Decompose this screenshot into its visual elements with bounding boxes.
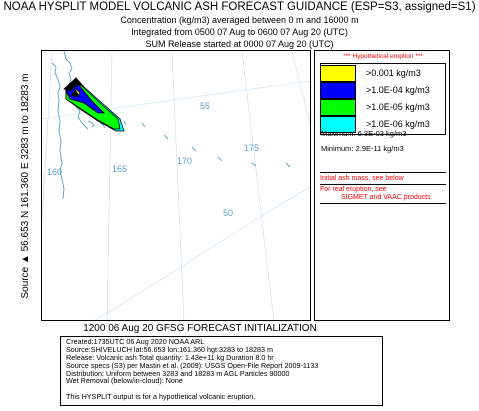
integration-line: Integrated from 0500 07 Aug to 0600 07 A… <box>131 27 348 37</box>
volcano-source-marker <box>70 88 80 97</box>
longitude-line-180 <box>291 51 310 125</box>
lon-label-170: 170 <box>177 156 193 166</box>
lon-label-165: 165 <box>112 164 128 174</box>
sigmet-vaac-note: SIGMET and VAAC products <box>341 194 431 201</box>
latitude-line-50 <box>94 186 310 320</box>
initial-mass-note: Initial ash mass, see below <box>320 175 404 182</box>
info-source-specs: Source specs (S3) per Mastin et al. (200… <box>66 360 319 370</box>
forecast-map: 55 50 160 165 170 175 <box>41 50 311 321</box>
info-disclaimer: This HYSPLIT output is for a hypothetica… <box>66 392 256 402</box>
real-eruption-note: For real eruption, see <box>320 186 387 193</box>
ash-cloud <box>63 77 125 132</box>
longitude-line-160 <box>42 51 53 226</box>
legend-divider <box>320 172 446 173</box>
legend-divider <box>320 184 446 185</box>
ash-outline-black <box>63 77 85 92</box>
page-title: NOAA HYSPLIT MODEL VOLCANIC ASH FORECAST… <box>3 1 476 13</box>
map-graphic <box>42 51 310 320</box>
legend-label: >1.0E-06 kg/m3 <box>366 119 430 129</box>
lat-label-50: 50 <box>223 208 234 218</box>
lon-label-160: 160 <box>47 167 63 177</box>
kamchatka-coastline <box>51 51 291 200</box>
info-created: Created:1735UTC 06 Aug 2020 NOAA ARL <box>66 337 205 346</box>
longitude-line-175 <box>241 51 275 320</box>
forecast-initialization: 1200 06 Aug 20 GFSG FORECAST INITIALIZAT… <box>83 323 317 334</box>
latitude-line-55 <box>42 80 310 120</box>
info-distribution: Distribution: Uniform between 3283 and 1… <box>66 368 290 378</box>
release-start-line: SUM Release started at 0000 07 Aug 20 (U… <box>145 39 334 49</box>
hypothetical-eruption-note: *** Hypothetical eruption *** <box>343 53 423 60</box>
lon-label-175: 175 <box>244 143 260 153</box>
concentration-line: Concentration (kg/m3) averaged between 0… <box>120 15 359 25</box>
legend-swatch <box>320 82 356 99</box>
legend-divider <box>320 203 446 204</box>
minimum-value: Minimum: 2.9E-11 kg/m3 <box>321 144 404 153</box>
info-release: Release: Volcanic ash Total quantity: 1.… <box>66 352 274 362</box>
source-location-label: Source ▲ 56.653 N 161.360 E 3283 m to 18… <box>20 73 31 299</box>
legend-swatch <box>320 99 356 116</box>
maximum-value: Maximum: 6.3E-03 kg/m3 <box>321 129 407 138</box>
legend-label: >1.0E-05 kg/m3 <box>366 102 430 112</box>
lat-label-55: 55 <box>200 101 211 111</box>
longitude-line-165 <box>106 51 113 320</box>
legend-swatch <box>320 65 356 82</box>
legend-label: >0.001 kg/m3 <box>366 68 421 78</box>
run-info-box: Created:1735UTC 06 Aug 2020 NOAA ARL Sou… <box>60 336 383 406</box>
longitude-line-170 <box>171 51 185 320</box>
info-source: Source:SHIVELUCH lat:56.653 lon:161.360 … <box>66 344 273 354</box>
legend-swatch <box>320 116 356 133</box>
info-wet-removal: Wet Removal (below/in-cloud): None <box>66 376 183 386</box>
legend-label: >1.0E-04 kg/m3 <box>366 85 430 95</box>
map-grid <box>42 51 310 320</box>
legend-panel: *** Hypothetical eruption *** >0.001 kg/… <box>314 50 450 321</box>
